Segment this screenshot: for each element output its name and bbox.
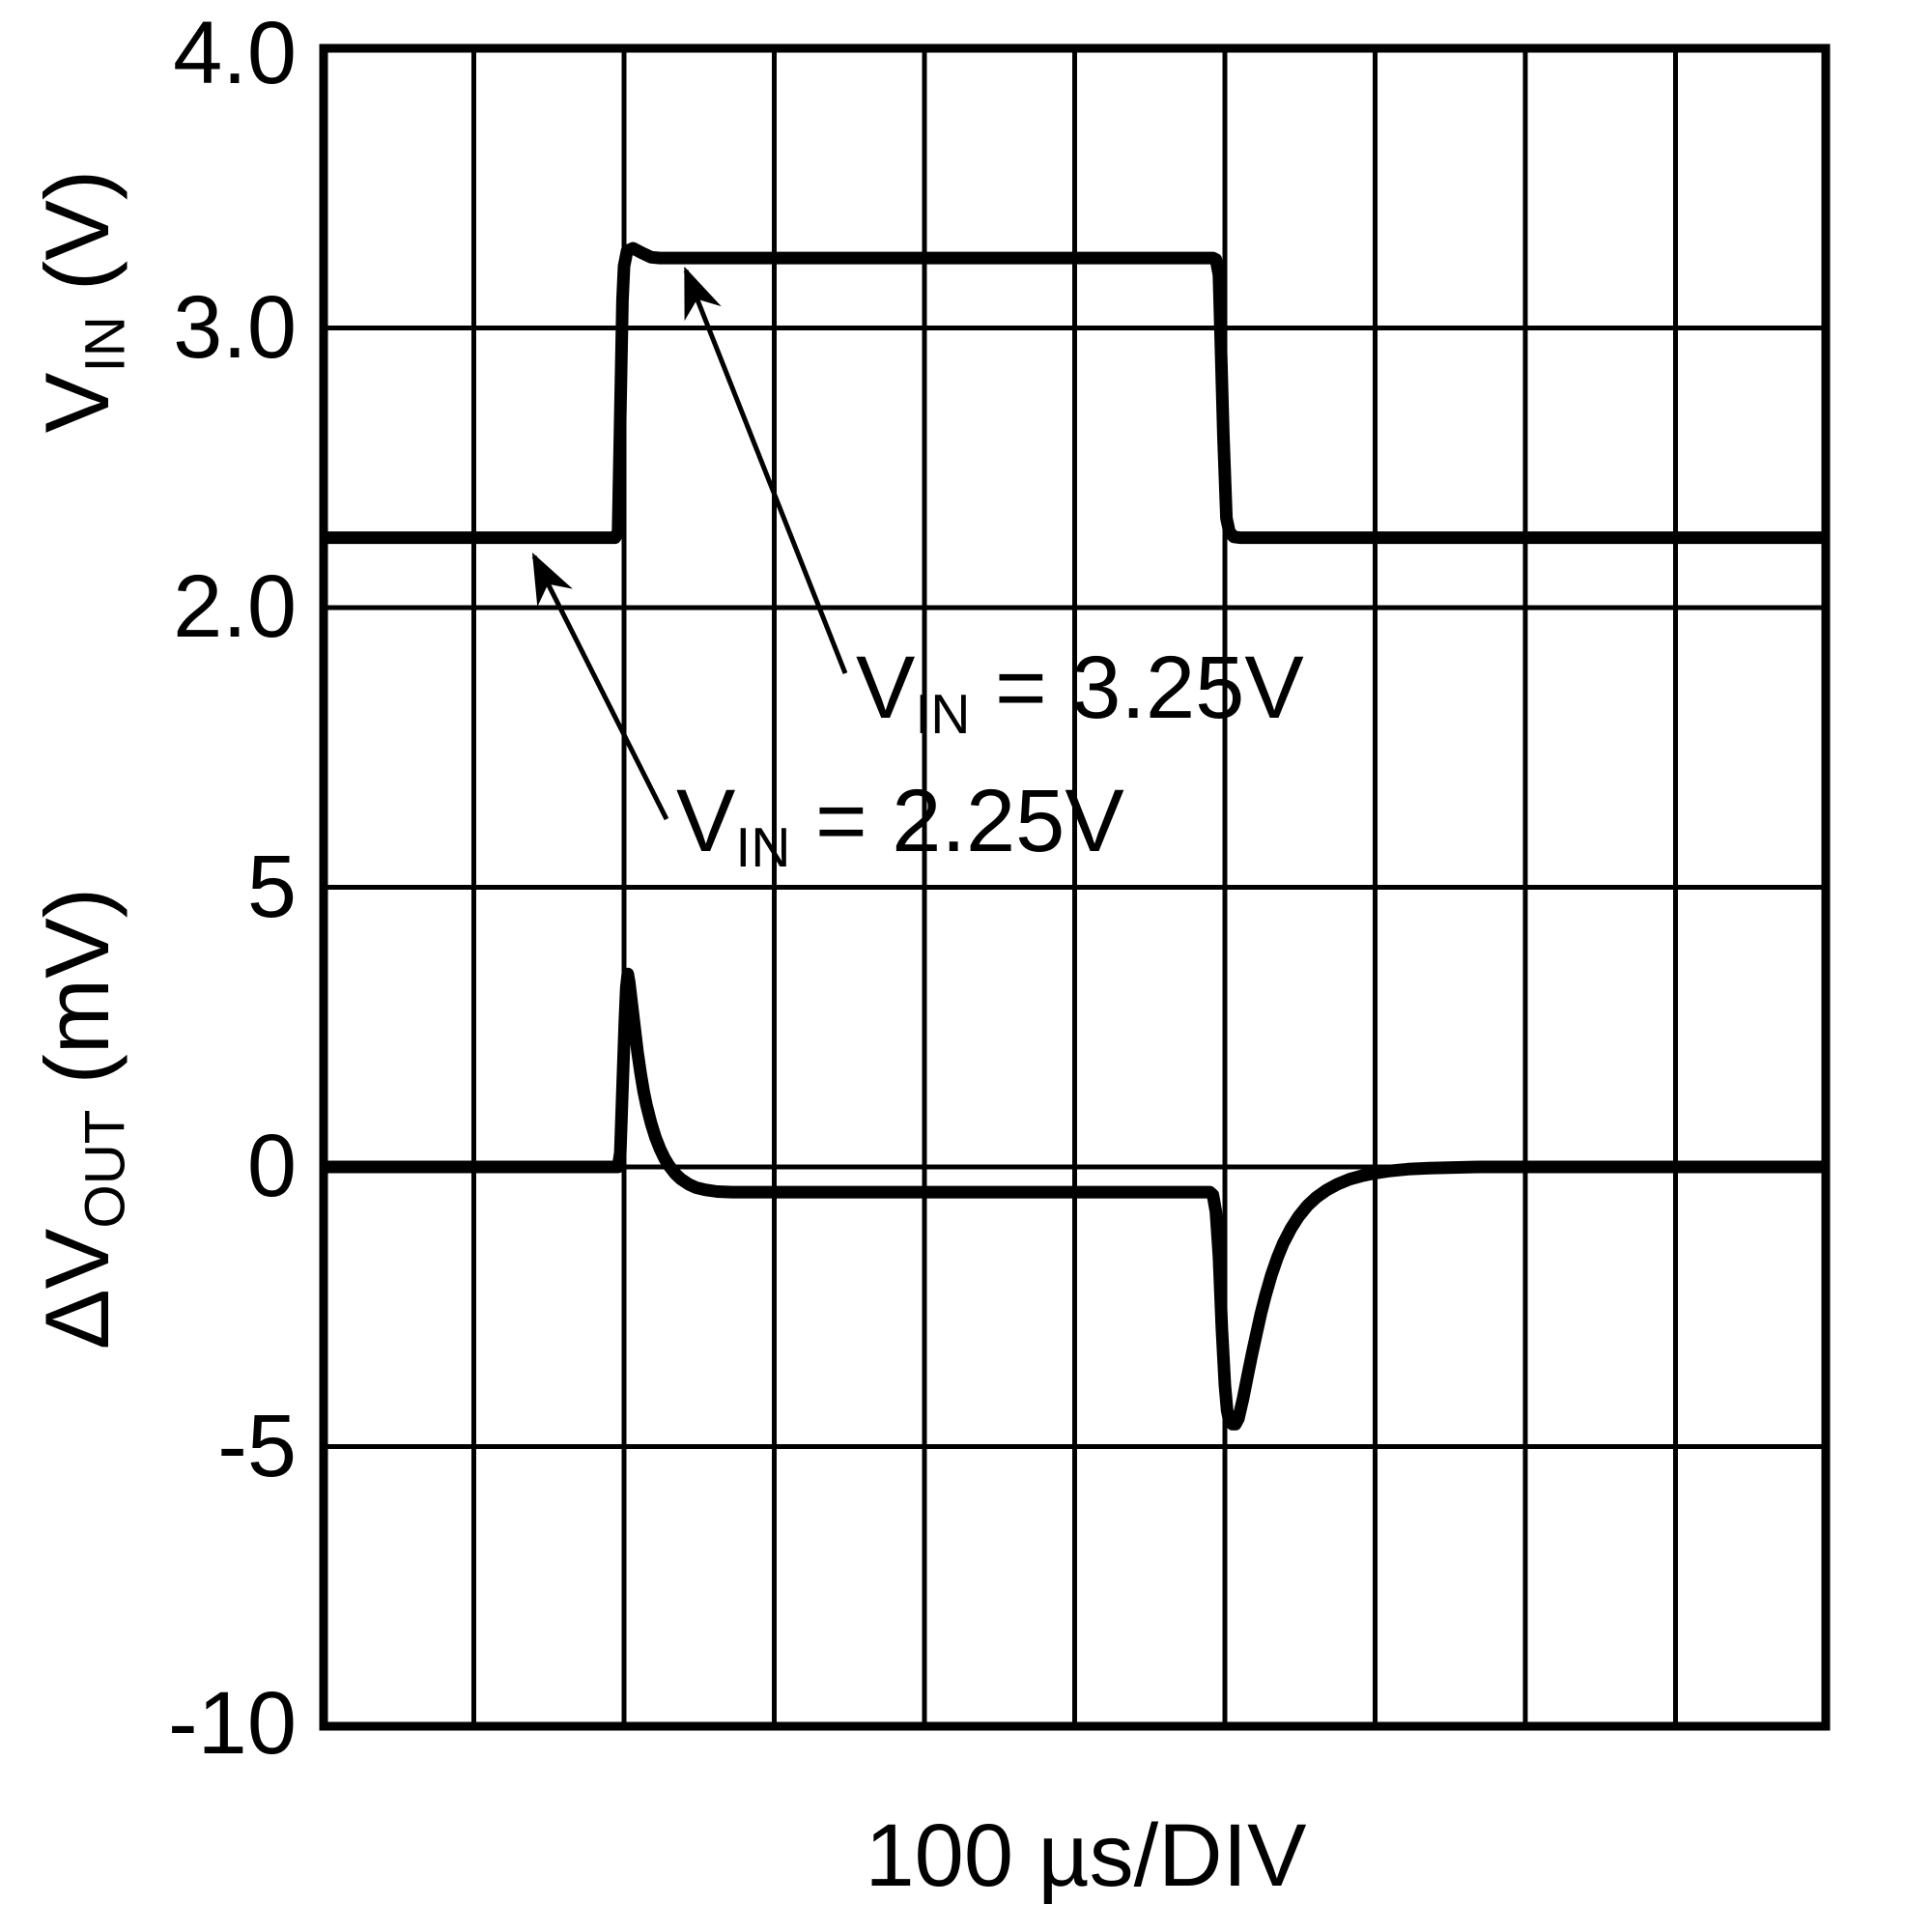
dvout-tick-5: 5 <box>246 838 297 937</box>
vin-axis-title-sub: IN <box>73 316 137 373</box>
vin-waveform <box>324 242 1826 545</box>
vin-axis-title-units: (V) <box>26 169 128 317</box>
dvout-axis-title-sub: OUT <box>73 1109 137 1229</box>
annotation-low-sub: IN <box>735 816 791 879</box>
dvout-axis-title-main: ΔV <box>26 1228 128 1350</box>
annotation-low-value: = 2.25V <box>790 772 1124 870</box>
x-axis-label: 100 µs/DIV <box>865 1806 1307 1905</box>
annotation-vin-high: VIN = 3.25V <box>856 643 1304 742</box>
arrow-to-high-level <box>683 266 848 674</box>
dvout-axis-title: ΔVOUT (mV) <box>26 888 136 1350</box>
grid-lines <box>324 48 1826 1726</box>
dvout-tick-m10: -10 <box>168 1674 297 1774</box>
arrow-to-low-level <box>531 552 669 821</box>
vin-tick-4: 4.0 <box>173 4 297 103</box>
annotation-high-value: = 3.25V <box>970 639 1304 737</box>
vin-tick-3: 3.0 <box>173 278 297 378</box>
plot-frame <box>319 43 1831 1731</box>
dvout-waveform <box>324 967 1826 1431</box>
vin-axis-title: VIN (V) <box>26 170 136 433</box>
vin-tick-2: 2.0 <box>173 557 297 657</box>
annotation-arrows <box>531 266 848 821</box>
dvout-axis-title-units: (mV) <box>26 887 128 1110</box>
annotation-high-sub: IN <box>915 683 971 746</box>
annotation-low-main: V <box>676 772 736 870</box>
annotation-high-main: V <box>856 639 916 737</box>
dvout-tick-m5: -5 <box>217 1397 297 1496</box>
annotation-vin-low: VIN = 2.25V <box>676 777 1124 875</box>
vin-axis-title-main: V <box>26 372 128 434</box>
dvout-tick-0: 0 <box>246 1117 297 1216</box>
